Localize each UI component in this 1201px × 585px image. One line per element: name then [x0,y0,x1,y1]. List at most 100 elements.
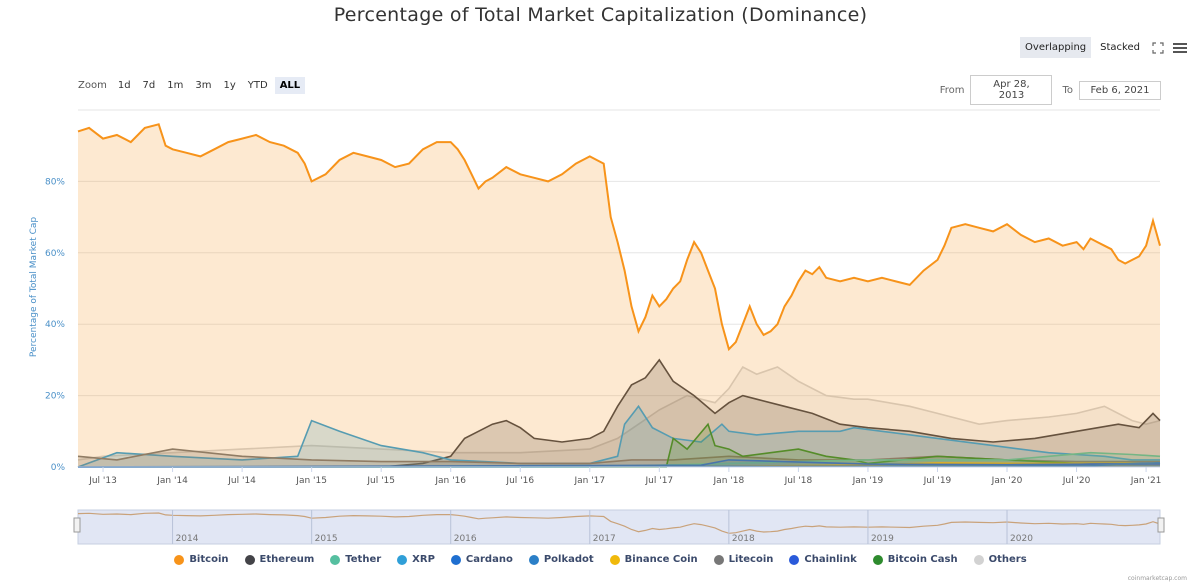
legend-dot-icon [397,554,408,565]
stacked-button[interactable]: Stacked [1095,37,1145,58]
legend-dot-icon [609,554,620,565]
y-tick-label: 40% [45,320,65,330]
dominance-chart: 0% 20% 40% 60% 80% Jul '13 Jan '14 Jul '14 Jan … [29,109,1165,545]
to-date-input[interactable]: Feb 6, 2021 [1079,80,1161,100]
bitcoin-area [78,124,1160,468]
legend-label: Polkadot [543,554,594,565]
legend-label: Binance Coin [624,554,698,565]
navigator-mask [77,509,1161,545]
fullscreen-icon[interactable] [1149,39,1167,57]
zoom-7d-button[interactable]: 7d [142,80,156,91]
series-areas [77,123,1161,468]
legend-dot-icon [450,554,461,565]
from-label: From [939,84,965,96]
legend-dot-icon [244,554,255,565]
legend-item-xrp[interactable]: XRP [397,554,435,565]
cardano-area [78,459,1160,467]
others-area [78,367,1160,467]
x-tick-label: Jul '16 [505,476,534,486]
x-tick-label: Jul '13 [88,476,117,486]
to-label: To [1062,84,1073,96]
legend-dot-icon [973,554,984,565]
navigator-year-label: 2018 [732,534,755,544]
x-tick-label: Jan '15 [295,476,327,486]
range-navigator[interactable]: 2014 2015 2016 2017 2018 2019 2020 [73,509,1165,545]
bitcoin-line[interactable] [77,123,1161,352]
x-tick-label: Jan '20 [991,476,1023,486]
legend-label: Cardano [465,554,513,565]
x-tick-label: Jan '16 [434,476,466,486]
legend-label: Tether [345,554,382,565]
y-tick-label: 0% [51,463,66,473]
x-tick-label: Jan '19 [852,476,884,486]
zoom-1d-button[interactable]: 1d [117,80,131,91]
navigator-bitcoin-line [77,512,1161,534]
legend-dot-icon [528,554,539,565]
ethereum-line[interactable] [78,358,1161,468]
credit-text: coinmarketcap.com [1127,575,1187,582]
navigator-year-label: 2020 [1010,534,1033,544]
legend-dot-icon [872,554,883,565]
zoom-1m-button[interactable]: 1m [167,80,184,91]
x-tick-label: Jul '15 [366,476,395,486]
legend-label: Others [988,554,1027,565]
zoom-1y-button[interactable]: 1y [223,80,236,91]
chart-title: Percentage of Total Market Capitalizatio… [333,4,868,26]
x-tick-label: Jan '18 [713,476,745,486]
y-tick-label: 80% [45,177,65,187]
x-tick-label: Jan '17 [573,476,605,486]
legend-dot-icon [713,554,724,565]
navigator-right-handle[interactable] [1157,517,1165,533]
x-tick-label: Jul '19 [923,476,952,486]
xrp-line[interactable] [77,404,1160,468]
legend-label: Litecoin [728,554,774,565]
y-axis-title: Percentage of Total Market Cap [29,217,39,358]
expand-arrows-icon [1152,41,1164,54]
x-axis: Jul '13 Jan '14 Jul '14 Jan '15 Jul '15 Jan '… [78,466,1161,486]
x-tick-label: Jul '20 [1062,476,1091,486]
y-tick-label: 20% [45,392,65,402]
hamburger-icon [1173,42,1187,53]
others-line[interactable] [77,365,1161,461]
legend-item-tether[interactable]: Tether [330,554,381,565]
legend-item-ethereum[interactable]: Ethereum [244,554,315,565]
legend-item-cardano[interactable]: Cardano [450,554,513,565]
zoom-ytd-button[interactable]: YTD [247,80,268,91]
legend-item-others[interactable]: Others [973,554,1027,565]
bitcoin-cash-line[interactable] [78,422,1160,468]
legend-label: XRP [412,554,435,565]
legend-item-chainlink[interactable]: Chainlink [789,554,857,565]
legend-label: Chainlink [804,554,857,565]
x-tick-label: Jul '18 [784,476,813,486]
xrp-area [78,406,1160,467]
legend-label: Bitcoin [189,554,229,565]
zoom-all-button[interactable]: ALL [274,77,306,94]
chart-toolbar: Overlapping Stacked [1020,37,1189,58]
legend-item-bitcoin-cash[interactable]: Bitcoin Cash [872,554,958,565]
x-tick-label: Jul '17 [645,476,674,486]
zoom-3m-button[interactable]: 3m [195,80,212,91]
overlapping-button[interactable]: Overlapping [1020,37,1092,58]
x-tick-label: Jul '14 [227,476,256,486]
legend-label: Ethereum [259,554,315,565]
legend-item-litecoin[interactable]: Litecoin [713,554,774,565]
polkadot-line[interactable] [77,461,1161,468]
y-tick-label: 60% [45,249,65,259]
from-date-input[interactable]: Apr 28, 2013 [970,75,1053,105]
legend-item-polkadot[interactable]: Polkadot [528,554,594,565]
navigator-year-label: 2017 [593,534,616,544]
x-tick-label: Jan '14 [156,476,188,486]
date-range: From Apr 28, 2013 To Feb 6, 2021 [940,75,1161,105]
litecoin-area [78,449,1160,467]
menu-icon[interactable] [1171,39,1189,57]
legend-label: Bitcoin Cash [887,554,958,565]
legend-item-bitcoin[interactable]: Bitcoin [174,554,229,565]
navigator-year-label: 2019 [871,534,894,544]
legend-dot-icon [330,554,341,565]
chart-legend: Bitcoin Ethereum Tether XRP Cardano Polkadot B… [0,554,1201,565]
y-axis: 0% 20% 40% 60% 80% [45,177,65,473]
navigator-year-label: 2016 [454,534,477,544]
navigator-year-label: 2015 [315,534,338,544]
navigator-left-handle[interactable] [73,517,81,533]
legend-item-binance-coin[interactable]: Binance Coin [609,554,698,565]
